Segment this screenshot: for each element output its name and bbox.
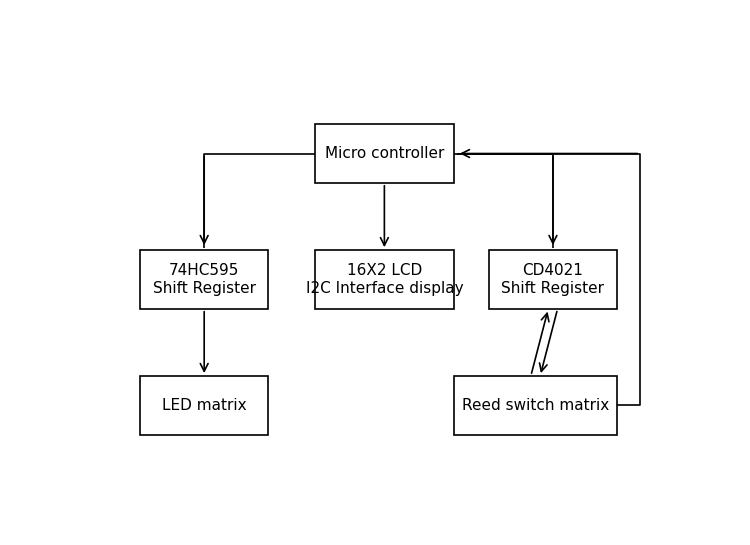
FancyBboxPatch shape bbox=[140, 250, 268, 309]
FancyBboxPatch shape bbox=[454, 376, 616, 435]
Text: LED matrix: LED matrix bbox=[162, 398, 247, 413]
Text: CD4021: CD4021 bbox=[523, 263, 584, 278]
Text: Micro controller: Micro controller bbox=[325, 146, 444, 161]
FancyBboxPatch shape bbox=[315, 250, 454, 309]
Text: 16X2 LCD: 16X2 LCD bbox=[346, 263, 422, 278]
FancyBboxPatch shape bbox=[140, 376, 268, 435]
Text: Shift Register: Shift Register bbox=[502, 281, 605, 296]
FancyBboxPatch shape bbox=[489, 250, 616, 309]
Text: Reed switch matrix: Reed switch matrix bbox=[462, 398, 609, 413]
FancyBboxPatch shape bbox=[315, 124, 454, 183]
Text: I2C Interface display: I2C Interface display bbox=[305, 281, 464, 296]
Text: Shift Register: Shift Register bbox=[153, 281, 256, 296]
Text: 74HC595: 74HC595 bbox=[169, 263, 239, 278]
